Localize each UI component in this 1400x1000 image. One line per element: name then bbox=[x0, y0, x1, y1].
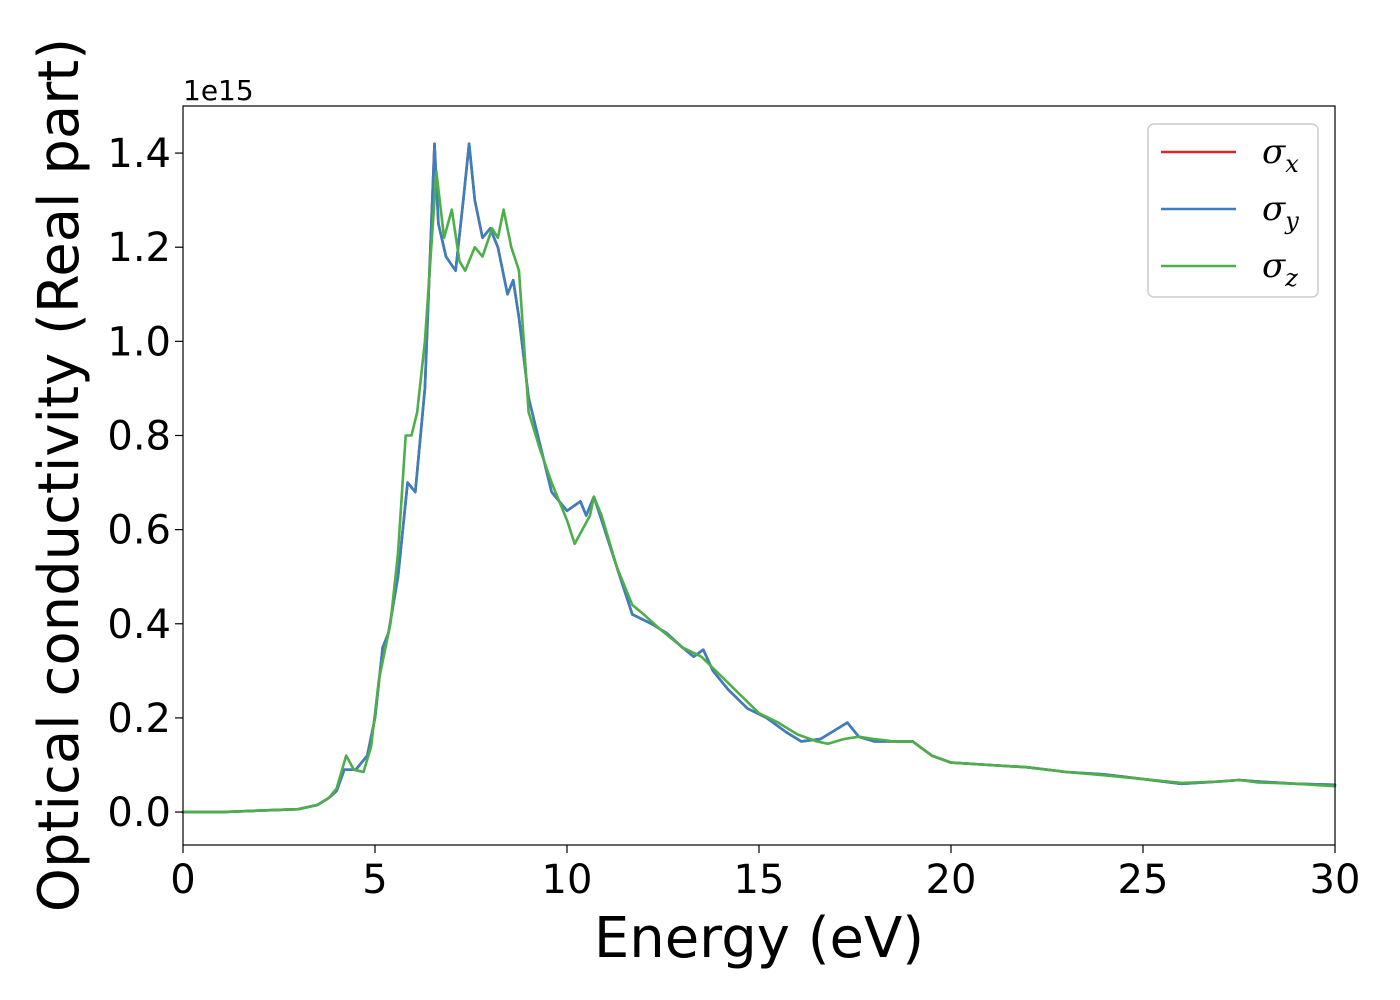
y-tick-label: 1.4 bbox=[107, 131, 171, 177]
y-tick-label: 0.4 bbox=[107, 602, 171, 648]
y-axis-title: Optical conductivity (Real part) bbox=[27, 38, 92, 912]
y-tick-label: 0.0 bbox=[107, 790, 171, 836]
y-tick-label: 1.2 bbox=[107, 225, 171, 271]
x-tick-label: 25 bbox=[1118, 857, 1169, 903]
legend-box bbox=[1147, 123, 1319, 298]
x-tick-label: 30 bbox=[1310, 857, 1361, 903]
x-tick-label: 15 bbox=[734, 857, 785, 903]
y-axis: 0.0 0.2 0.4 0.6 0.8 1.0 1.2 1.4 bbox=[107, 131, 183, 836]
series-line-z bbox=[181, 170, 1337, 814]
y-tick-label: 0.8 bbox=[107, 413, 171, 459]
plot-lines bbox=[181, 142, 1337, 814]
x-tick-label: 10 bbox=[542, 857, 593, 903]
x-tick-label: 5 bbox=[362, 857, 387, 903]
y-offset-label: 1e15 bbox=[183, 74, 254, 107]
x-tick-label: 0 bbox=[170, 857, 195, 903]
x-axis-title: Energy (eV) bbox=[594, 906, 924, 971]
y-tick-label: 1.0 bbox=[107, 319, 171, 365]
x-tick-label: 20 bbox=[926, 857, 977, 903]
x-axis: 0 5 10 15 20 25 30 bbox=[170, 845, 1360, 903]
y-tick-label: 0.2 bbox=[107, 696, 171, 742]
y-tick-label: 0.6 bbox=[107, 508, 171, 554]
